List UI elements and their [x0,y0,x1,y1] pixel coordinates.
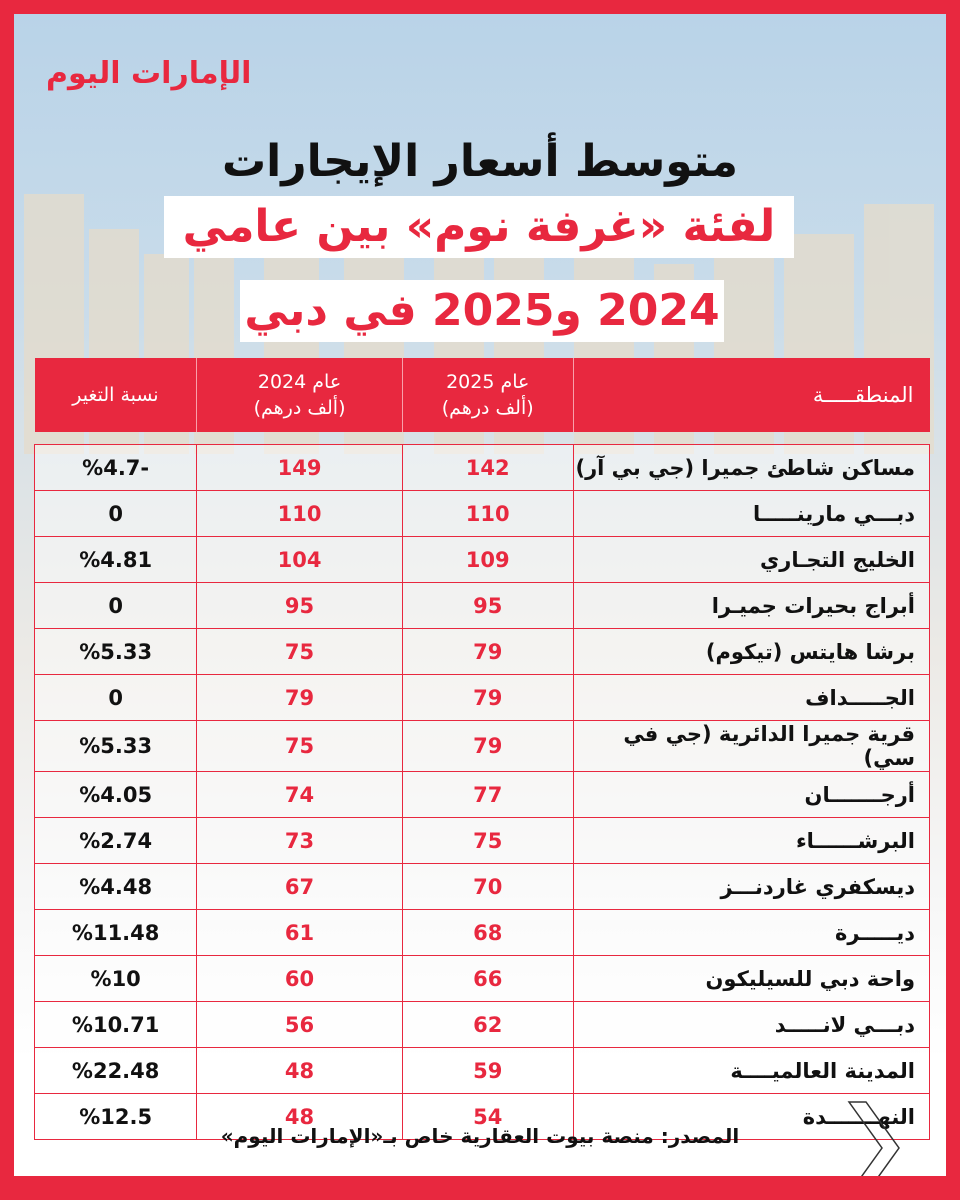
region-cell: البرشــــــاء [572,817,931,864]
value-2024-cell: 56 [196,1001,403,1048]
change-cell: %4.81 [33,536,198,583]
change-cell: %4.05 [33,771,198,818]
table-row: برشا هايتس (تيكوم) 79 75 %5.33 [33,628,931,675]
brand-logo: الإمارات اليوم [46,56,252,91]
change-cell: 0 [33,674,198,721]
value-2025-cell: 95 [401,582,574,629]
value-2024-cell: 149 [196,444,403,491]
region-cell: برشا هايتس (تيكوم) [572,628,931,675]
value-2024-cell: 60 [196,955,403,1002]
title-line-1: متوسط أسعار الإيجارات [221,136,739,187]
change-cell: %10.71 [33,1001,198,1048]
region-cell: النهـــــــدة [572,1093,931,1140]
change-cell: 0 [33,490,198,537]
table-row: ديسكفري غاردنـــز 70 67 %4.48 [33,863,931,910]
value-2025-cell: 109 [401,536,574,583]
table-row: دبـــي لانـــــد 62 56 %10.71 [33,1001,931,1048]
value-2024-cell: 110 [196,490,403,537]
title-line-3: 2024 و2025 في دبي [240,280,724,342]
table-header-row: المنطقـــــة عام 2025 (ألف درهم) عام 202… [34,358,930,432]
header-2025: عام 2025 (ألف درهم) [401,358,574,432]
header-2025-unit: (ألف درهم) [441,397,534,419]
region-cell: واحة دبي للسيليكون [572,955,931,1002]
table-row: المدينة العالميــــة 59 48 %22.48 [33,1047,931,1094]
change-cell: %2.74 [33,817,198,864]
region-cell: أرجـــــــان [572,771,931,818]
table-row: مساكن شاطئ جميرا (جي بي آر) 142 149 %4.7- [33,444,931,491]
value-2025-cell: 62 [401,1001,574,1048]
value-2024-cell: 67 [196,863,403,910]
region-cell: مساكن شاطئ جميرا (جي بي آر) [572,444,931,491]
header-2025-year: عام 2025 [446,371,530,393]
value-2025-cell: 75 [401,817,574,864]
region-cell: أبراج بحيرات جميـرا [572,582,931,629]
value-2025-cell: 142 [401,444,574,491]
header-region: المنطقـــــة [572,358,930,432]
region-cell: دبـــي مارينـــــا [572,490,931,537]
region-cell: الجـــــداف [572,674,931,721]
value-2025-cell: 59 [401,1047,574,1094]
table-row: ديـــــرة 68 61 %11.48 [33,909,931,956]
value-2025-cell: 110 [401,490,574,537]
table-row: الجـــــداف 79 79 0 [33,674,931,721]
value-2024-cell: 75 [196,628,403,675]
table-row: البرشــــــاء 75 73 %2.74 [33,817,931,864]
change-cell: %4.48 [33,863,198,910]
source-note: المصدر: منصة بيوت العقارية خاص بـ«الإمار… [220,1124,740,1148]
value-2024-cell: 75 [196,720,403,772]
value-2024-cell: 61 [196,909,403,956]
header-2024: عام 2024 (ألف درهم) [196,358,403,432]
region-cell: ديسكفري غاردنـــز [572,863,931,910]
value-2025-cell: 66 [401,955,574,1002]
header-2024-year: عام 2024 [257,371,342,393]
region-cell: المدينة العالميــــة [572,1047,931,1094]
table-row: قرية جميرا الدائرية (جي في سي) 79 75 %5.33 [33,720,931,772]
table-row: أبراج بحيرات جميـرا 95 95 0 [33,582,931,629]
change-cell: %12.5 [33,1093,198,1140]
value-2025-cell: 79 [401,674,574,721]
region-cell: ديـــــرة [572,909,931,956]
table-row: أرجـــــــان 77 74 %4.05 [33,771,931,818]
change-cell: 0 [33,582,198,629]
value-2024-cell: 48 [196,1093,403,1140]
change-cell: %5.33 [33,720,198,772]
region-cell: قرية جميرا الدائرية (جي في سي) [572,720,931,772]
value-2025-cell: 77 [401,771,574,818]
change-cell: %11.48 [33,909,198,956]
table-row: الخليج التجـاري 109 104 %4.81 [33,536,931,583]
value-2025-cell: 79 [401,628,574,675]
value-2024-cell: 104 [196,536,403,583]
chevron-right-icon[interactable] [844,1098,904,1176]
value-2025-cell: 68 [401,909,574,956]
header-change: نسبة التغير [34,358,197,432]
change-cell: %10 [33,955,198,1002]
value-2025-cell: 79 [401,720,574,772]
change-cell: %4.7- [33,444,198,491]
rent-table: المنطقـــــة عام 2025 (ألف درهم) عام 202… [33,358,931,1140]
value-2025-cell: 70 [401,863,574,910]
value-2025-cell: 54 [401,1093,574,1140]
table-row: النهـــــــدة 54 48 %12.5 [33,1093,931,1140]
infographic-panel: الإمارات اليوم متوسط أسعار الإيجارات لفئ… [14,14,946,1176]
region-cell: دبـــي لانـــــد [572,1001,931,1048]
value-2024-cell: 79 [196,674,403,721]
region-cell: الخليج التجـاري [572,536,931,583]
table-row: واحة دبي للسيليكون 66 60 %10 [33,955,931,1002]
value-2024-cell: 48 [196,1047,403,1094]
change-cell: %22.48 [33,1047,198,1094]
title-line-2: لفئة «غرفة نوم» بين عامي [164,196,794,258]
change-cell: %5.33 [33,628,198,675]
value-2024-cell: 74 [196,771,403,818]
header-2024-unit: (ألف درهم) [253,397,346,419]
value-2024-cell: 73 [196,817,403,864]
value-2024-cell: 95 [196,582,403,629]
